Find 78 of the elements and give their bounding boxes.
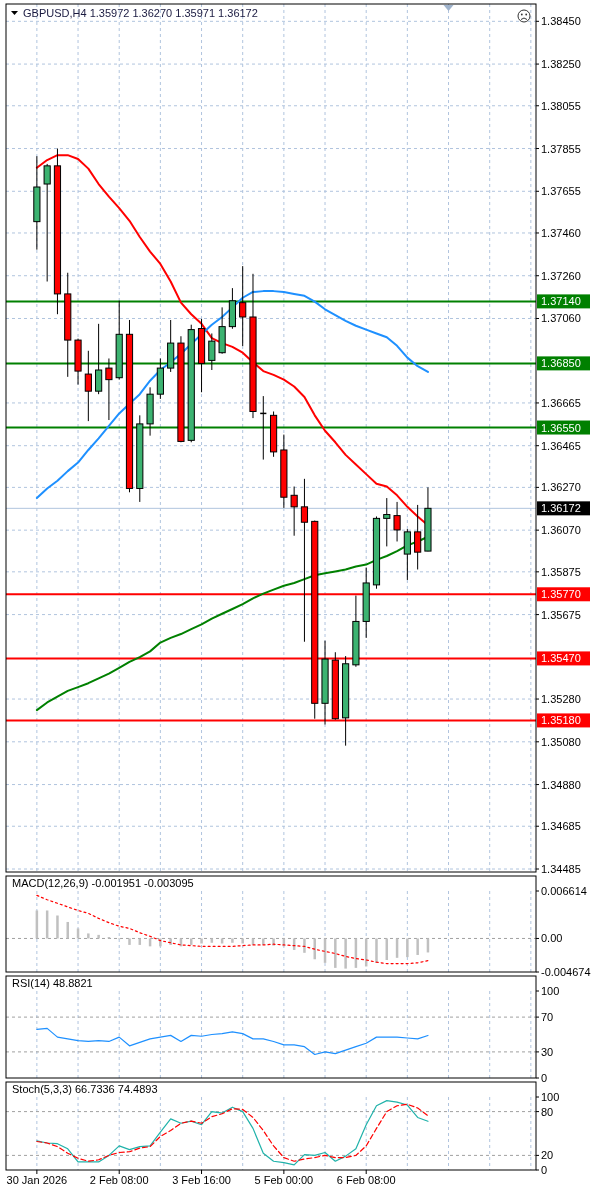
candlestick	[403, 528, 411, 581]
y-tick-label: 1.36665	[541, 396, 581, 409]
candlestick	[383, 497, 391, 547]
y-tick-label: 1.35875	[541, 565, 581, 578]
y-tick-label: 1.34685	[541, 820, 581, 833]
candlestick	[290, 486, 298, 537]
bar	[313, 938, 316, 960]
ref-line-label: 1.36550	[541, 421, 581, 434]
bar	[169, 938, 172, 945]
ref-line-label: 1.36172	[541, 502, 581, 515]
y-tick-label: 0.006614	[541, 885, 587, 897]
bar	[159, 938, 162, 947]
y-tick-label: 1.38250	[541, 58, 581, 71]
candlestick	[43, 163, 51, 282]
bar	[231, 938, 234, 943]
candlestick	[393, 501, 401, 542]
line-series	[35, 290, 429, 500]
y-tick-label: 1.34485	[541, 863, 581, 876]
bar	[97, 934, 100, 939]
x-tick-label: 2 Feb 08:00	[89, 1174, 149, 1186]
y-tick-label: 0	[541, 1164, 548, 1176]
y-tick-label: 1.35280	[541, 693, 581, 706]
y-tick-label: 0.00	[541, 932, 563, 945]
bar	[210, 938, 214, 943]
candlestick	[95, 323, 103, 395]
y-tick-label: 1.38450	[541, 15, 581, 28]
bar	[416, 938, 419, 955]
ref-line-label: 1.35180	[541, 714, 581, 727]
bar	[66, 921, 69, 939]
chart-title: GBPUSD,H4 1.35972 1.36270 1.35971 1.36172	[23, 7, 258, 19]
x-tick-label: 6 Feb 08:00	[336, 1174, 396, 1186]
y-tick-label: 1.35675	[541, 608, 581, 621]
y-tick-label: 80	[541, 1105, 554, 1118]
ref-line-label: 1.36850	[541, 357, 581, 370]
y-tick-label: 100	[541, 1091, 560, 1103]
bar	[303, 938, 306, 953]
x-tick-label: 3 Feb 16:00	[172, 1174, 231, 1186]
ref-line-label: 1.35770	[541, 588, 581, 601]
y-tick-label: 1.37855	[541, 142, 581, 155]
candlestick	[105, 357, 113, 421]
candlestick	[208, 332, 216, 371]
y-tick-label: 0	[541, 1072, 548, 1084]
chart-title: Stoch(5,3,3) 66.7336 74.4893	[12, 1083, 158, 1095]
bar	[334, 938, 337, 968]
y-tick-label: 100	[541, 985, 560, 997]
ref-line-label: 1.37140	[541, 295, 581, 308]
line-series	[36, 1027, 429, 1056]
bar	[200, 938, 203, 944]
bar	[241, 938, 244, 944]
y-tick-label: 70	[541, 1011, 554, 1024]
y-tick-label: 1.37655	[541, 185, 581, 198]
y-tick-label: -0.004674	[541, 966, 591, 978]
candlestick	[84, 350, 92, 422]
ref-line-label: 1.35470	[541, 652, 581, 665]
bar	[56, 915, 59, 939]
bar	[128, 938, 131, 945]
bar	[87, 933, 90, 939]
candlestick	[239, 265, 247, 347]
chart-title: RSI(14) 48.8821	[12, 977, 93, 989]
line-series	[36, 894, 429, 965]
y-tick-label: 1.36465	[541, 439, 581, 452]
y-tick-label: 1.37260	[541, 269, 581, 282]
y-tick-label: 1.36270	[541, 481, 581, 494]
y-tick-label: 1.36070	[541, 524, 581, 537]
y-tick-label: 30	[541, 1045, 554, 1058]
y-tick-label: 20	[541, 1149, 554, 1162]
y-tick-label: 1.37060	[541, 312, 581, 325]
bar	[375, 938, 378, 963]
chart-title: MACD(12,26,9) -0.001951 -0.003095	[12, 877, 194, 889]
bar	[406, 938, 409, 958]
bar	[262, 938, 265, 945]
y-tick-label: 1.38055	[541, 99, 581, 112]
y-tick-label: 1.34880	[541, 778, 581, 791]
y-tick-label: 1.37460	[541, 226, 581, 239]
bar	[344, 938, 347, 969]
y-tick-label: 1.35080	[541, 735, 581, 748]
x-tick-label: 5 Feb 00:00	[254, 1174, 314, 1186]
x-tick-label: 30 Jan 2026	[6, 1174, 68, 1186]
